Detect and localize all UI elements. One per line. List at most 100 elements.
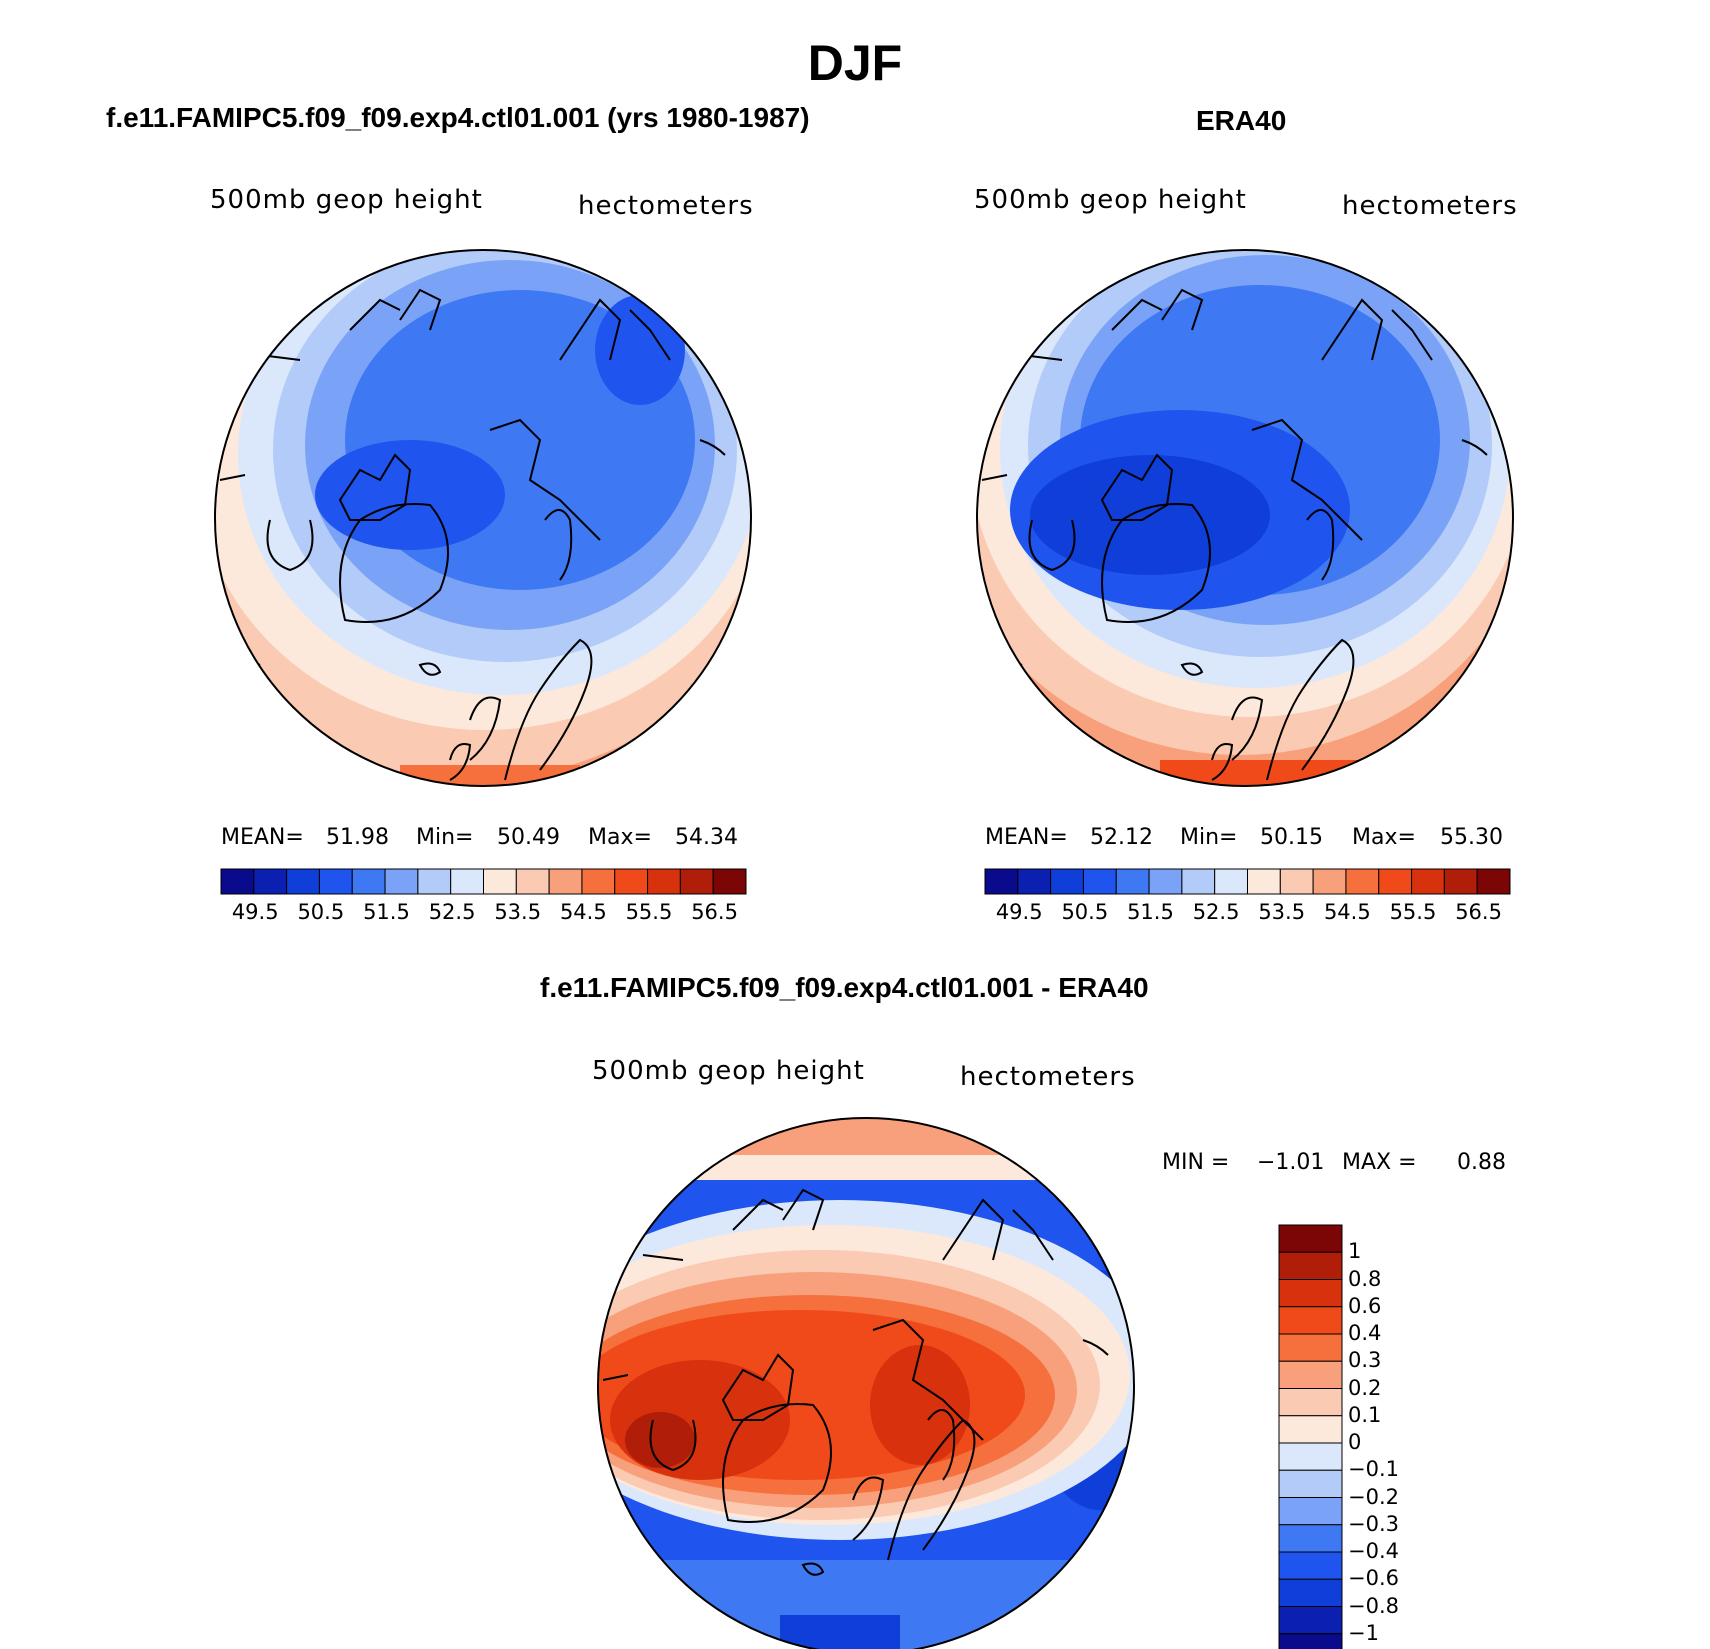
panel1-colorbar-swatch: [351, 868, 386, 895]
panel3-colorbar-tick-label: −0.6: [1348, 1566, 1399, 1591]
panel1-units-label: hectometers: [578, 191, 754, 221]
panel1-colorbar-swatch: [417, 868, 452, 895]
panel1-colorbar-tick-label: 52.5: [428, 900, 476, 924]
panel1-colorbar: [220, 868, 747, 895]
panel1-colorbar-swatch: [712, 868, 747, 895]
panel1-colorbar-swatch: [581, 868, 616, 895]
panel2-colorbar-swatch: [1082, 868, 1117, 895]
panel1-colorbar-swatch: [679, 868, 714, 895]
panel3-map: [597, 1117, 1135, 1649]
panel3-colorbar-tick-label: 0: [1348, 1430, 1362, 1454]
panel1-colorbar-tick-label: 50.5: [297, 900, 345, 924]
panel3-colorbar-tick-label: −1: [1348, 1620, 1379, 1645]
panel2-colorbar-tick-label: 53.5: [1258, 900, 1306, 924]
panel2-colorbar-swatch: [1148, 868, 1183, 895]
panel2-units-label: hectometers: [1342, 191, 1518, 221]
panel1-colorbar-swatch: [286, 868, 320, 895]
panel2-colorbar-tick-label: 50.5: [1061, 900, 1109, 924]
panel3-units-label: hectometers: [960, 1062, 1136, 1092]
panel3-colorbar-swatch: [1278, 1578, 1343, 1607]
panel3-colorbar-swatch: [1278, 1415, 1343, 1444]
panel3-colorbar-tick-label: −0.4: [1348, 1539, 1399, 1563]
panel1-colorbar-swatch: [450, 868, 484, 895]
panel2-min-value: 50.15: [1260, 825, 1323, 850]
panel3-max-value: 0.88: [1457, 1150, 1506, 1175]
panel1-field-label: 500mb geop height: [210, 185, 483, 215]
panel1-mean-value: 51.98: [326, 825, 389, 850]
panel3-colorbar-swatch: [1278, 1251, 1343, 1280]
panel3-colorbar-tick-label: −0.1: [1348, 1457, 1399, 1482]
panel3-colorbar-tick-label: 0.1: [1348, 1402, 1382, 1427]
panel2-field-label: 500mb geop height: [974, 185, 1247, 215]
panel3-colorbar-swatch: [1278, 1333, 1343, 1362]
panel1-colorbar-swatch: [647, 868, 681, 895]
panel3-colorbar-tick-label: −0.2: [1348, 1484, 1399, 1509]
panel2-colorbar-tick-label: 56.5: [1455, 900, 1502, 924]
panel3-min-value: −1.01: [1257, 1150, 1325, 1175]
panel1-min-label: Min=: [416, 825, 474, 850]
panel2-max-value: 55.30: [1440, 825, 1503, 850]
panel2-colorbar-swatch: [984, 868, 1019, 895]
panel1-colorbar-swatch: [614, 868, 649, 895]
panel1-colorbar-swatch: [318, 868, 353, 895]
panel2-colorbar-tick-label: 51.5: [1127, 900, 1174, 924]
panel1-colorbar-tick-label: 51.5: [363, 900, 410, 924]
panel2-mean-label: MEAN=: [985, 825, 1068, 850]
panel3-colorbar-tick-label: 1: [1348, 1239, 1362, 1264]
panel3-min-label: MIN =: [1162, 1150, 1230, 1175]
panel1-subtitle: f.e11.FAMIPC5.f09_f09.exp4.ctl01.001 (yr…: [106, 102, 810, 133]
panel2-colorbar-swatch: [1247, 868, 1281, 895]
panel1-mean-label: MEAN=: [221, 825, 304, 850]
panel2-colorbar-tick-label: 49.5: [995, 900, 1043, 924]
panel3-colorbar-swatch: [1278, 1224, 1343, 1253]
panel1-colorbar-tick-label: 55.5: [625, 900, 673, 924]
figure-title: DJF: [807, 35, 903, 91]
panel2-colorbar: [984, 868, 1511, 895]
panel2-colorbar-swatch: [1378, 868, 1413, 895]
panel3-subtitle: f.e11.FAMIPC5.f09_f09.exp4.ctl01.001 - E…: [540, 972, 1149, 1003]
panel1-colorbar-tick-label: 53.5: [494, 900, 542, 924]
panel2-colorbar-swatch: [1115, 868, 1150, 895]
panel3-colorbar-tick-label: 0.8: [1348, 1266, 1382, 1291]
panel3-colorbar-swatch: [1278, 1633, 1343, 1649]
panel3-colorbar-tick-label: 0.6: [1348, 1293, 1382, 1318]
panel3-colorbar-swatch: [1278, 1306, 1343, 1335]
panel3-colorbar-tick-label: 0.4: [1348, 1321, 1382, 1345]
panel1-max-value: 54.34: [675, 825, 738, 850]
panel2-colorbar-swatch: [1279, 868, 1314, 895]
panel2-colorbar-swatch: [1443, 868, 1478, 895]
panel3-colorbar-swatch: [1278, 1606, 1343, 1635]
panel1-colorbar-tick-label: 54.5: [559, 900, 607, 924]
panel3-colorbar-swatch: [1278, 1360, 1343, 1389]
panel1-min-value: 50.49: [497, 825, 560, 850]
panel3-colorbar: [1278, 1224, 1343, 1649]
panel1-colorbar-swatch: [483, 868, 517, 895]
panel1-colorbar-swatch: [253, 868, 288, 895]
panel1-colorbar-tick-label: 56.5: [691, 900, 738, 924]
panel2-map: [976, 249, 1514, 787]
panel2-colorbar-swatch: [1476, 868, 1511, 895]
panel1-colorbar-swatch: [515, 868, 550, 895]
panel3-colorbar-swatch: [1278, 1279, 1343, 1308]
panel1-colorbar-tick-label: 49.5: [231, 900, 279, 924]
panel1-colorbar-swatch: [384, 868, 419, 895]
panel2-colorbar-swatch: [1050, 868, 1084, 895]
panel3-colorbar-tick-label: −0.8: [1348, 1593, 1399, 1618]
panel2-colorbar-swatch: [1411, 868, 1445, 895]
panel3-colorbar-swatch: [1278, 1469, 1343, 1498]
panel3-max-label: MAX =: [1342, 1150, 1417, 1175]
panel2-colorbar-tick-label: 52.5: [1192, 900, 1240, 924]
panel3-colorbar-swatch: [1278, 1551, 1343, 1580]
panel2-subtitle: ERA40: [1196, 105, 1287, 136]
panel2-max-label: Max=: [1352, 825, 1416, 850]
panel2-mean-value: 52.12: [1090, 825, 1153, 850]
panel3-field-label: 500mb geop height: [592, 1056, 865, 1086]
panel1-max-label: Max=: [588, 825, 652, 850]
panel3-colorbar-tick-label: −0.3: [1348, 1511, 1399, 1536]
panel2-colorbar-swatch: [1017, 868, 1052, 895]
panel2-colorbar-tick-label: 55.5: [1389, 900, 1437, 924]
panel3-colorbar-swatch: [1278, 1388, 1343, 1417]
panel2-colorbar-swatch: [1345, 868, 1380, 895]
panel1-map: [214, 249, 752, 787]
panel2-colorbar-swatch: [1181, 868, 1216, 895]
